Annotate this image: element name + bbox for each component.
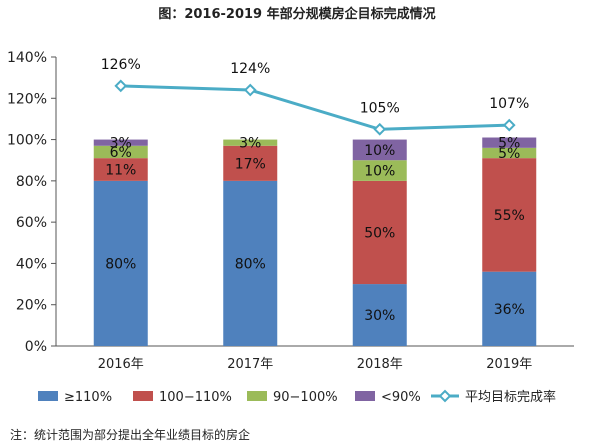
x-tick-label: 2017年 (227, 357, 273, 372)
line-data-label: 126% (101, 57, 141, 73)
bar-segment (482, 271, 537, 346)
x-tick-label: 2018年 (357, 357, 403, 372)
y-tick-label: 40% (16, 256, 47, 272)
legend-swatch (133, 391, 153, 401)
bar-data-label: 5% (498, 146, 520, 162)
line-data-label: 124% (230, 61, 270, 77)
bar-segment (352, 139, 407, 161)
bar-data-label: 17% (235, 156, 266, 172)
chart-footnote: 注：统计范围为部分提出全年业绩目标的房企 (10, 428, 251, 442)
line-data-label: 105% (360, 100, 400, 116)
bar-data-label: 6% (110, 145, 132, 161)
bar-segment (223, 180, 278, 346)
legend-label: 90−100% (273, 390, 338, 405)
x-tick-label: 2019年 (486, 357, 532, 372)
legend-label: 100−110% (159, 390, 232, 405)
line-series-point (373, 122, 387, 136)
bar-segment (352, 284, 407, 346)
legend: ≥110% 100−110% 90−100% <90% 平均目标完成率 (38, 389, 556, 405)
axes: 0% 20% 40% 60% 80% 100% 120% 140% 2016年 2017年 2018… (7, 50, 574, 372)
legend-swatch (38, 391, 58, 401)
line-series-path (120, 84, 510, 131)
bars: 80%11%6%3%80%17%3%30%50%10%10%36%55%5%5% (93, 136, 537, 346)
bar-segment (223, 139, 278, 146)
average-line: 126% 124% 105% 107% (101, 57, 529, 136)
bar-data-label: 5% (498, 136, 520, 152)
y-tick-label: 80% (16, 174, 47, 190)
bar-data-label: 10% (364, 164, 395, 180)
legend-swatch (355, 391, 375, 401)
bar-segment (352, 180, 407, 285)
y-tick-label: 0% (25, 339, 47, 355)
bar-segment (93, 158, 148, 181)
bar-data-label: 11% (105, 163, 136, 179)
legend-marker (438, 389, 452, 403)
bar-data-label: 50% (364, 225, 395, 241)
x-tick-label: 2016年 (98, 357, 144, 372)
bar-data-label: 80% (105, 256, 136, 272)
bar-segment (482, 147, 537, 159)
bar-data-label: 3% (239, 136, 261, 152)
y-tick-label: 20% (16, 298, 47, 314)
bar-data-label: 80% (235, 256, 266, 272)
bar-data-label: 36% (494, 302, 525, 318)
y-tick-label: 140% (7, 50, 47, 66)
bar-data-label: 3% (110, 136, 132, 152)
legend-label: 平均目标完成率 (465, 389, 556, 405)
legend-label: <90% (381, 390, 421, 405)
bar-data-label: 10% (364, 143, 395, 159)
line-series-point (243, 83, 257, 97)
bar-segment (93, 139, 148, 146)
y-tick-label: 100% (7, 133, 47, 149)
bar-segment (223, 145, 278, 181)
line-series-point (502, 118, 516, 132)
bar-data-label: 55% (494, 208, 525, 224)
line-data-label: 107% (489, 96, 529, 112)
y-tick-label: 60% (16, 215, 47, 231)
legend-label: ≥110% (64, 390, 112, 405)
legend-swatch (247, 391, 267, 401)
line-series-point (114, 79, 128, 93)
bar-segment (93, 180, 148, 346)
y-tick-label: 120% (7, 91, 47, 107)
bar-segment (93, 145, 148, 159)
bar-segment (482, 137, 537, 148)
bar-data-label: 30% (364, 308, 395, 324)
bar-segment (482, 158, 537, 272)
bar-segment (352, 160, 407, 181)
chart-title: 图：2016-2019 年部分规模房企目标完成情况 (158, 7, 436, 22)
